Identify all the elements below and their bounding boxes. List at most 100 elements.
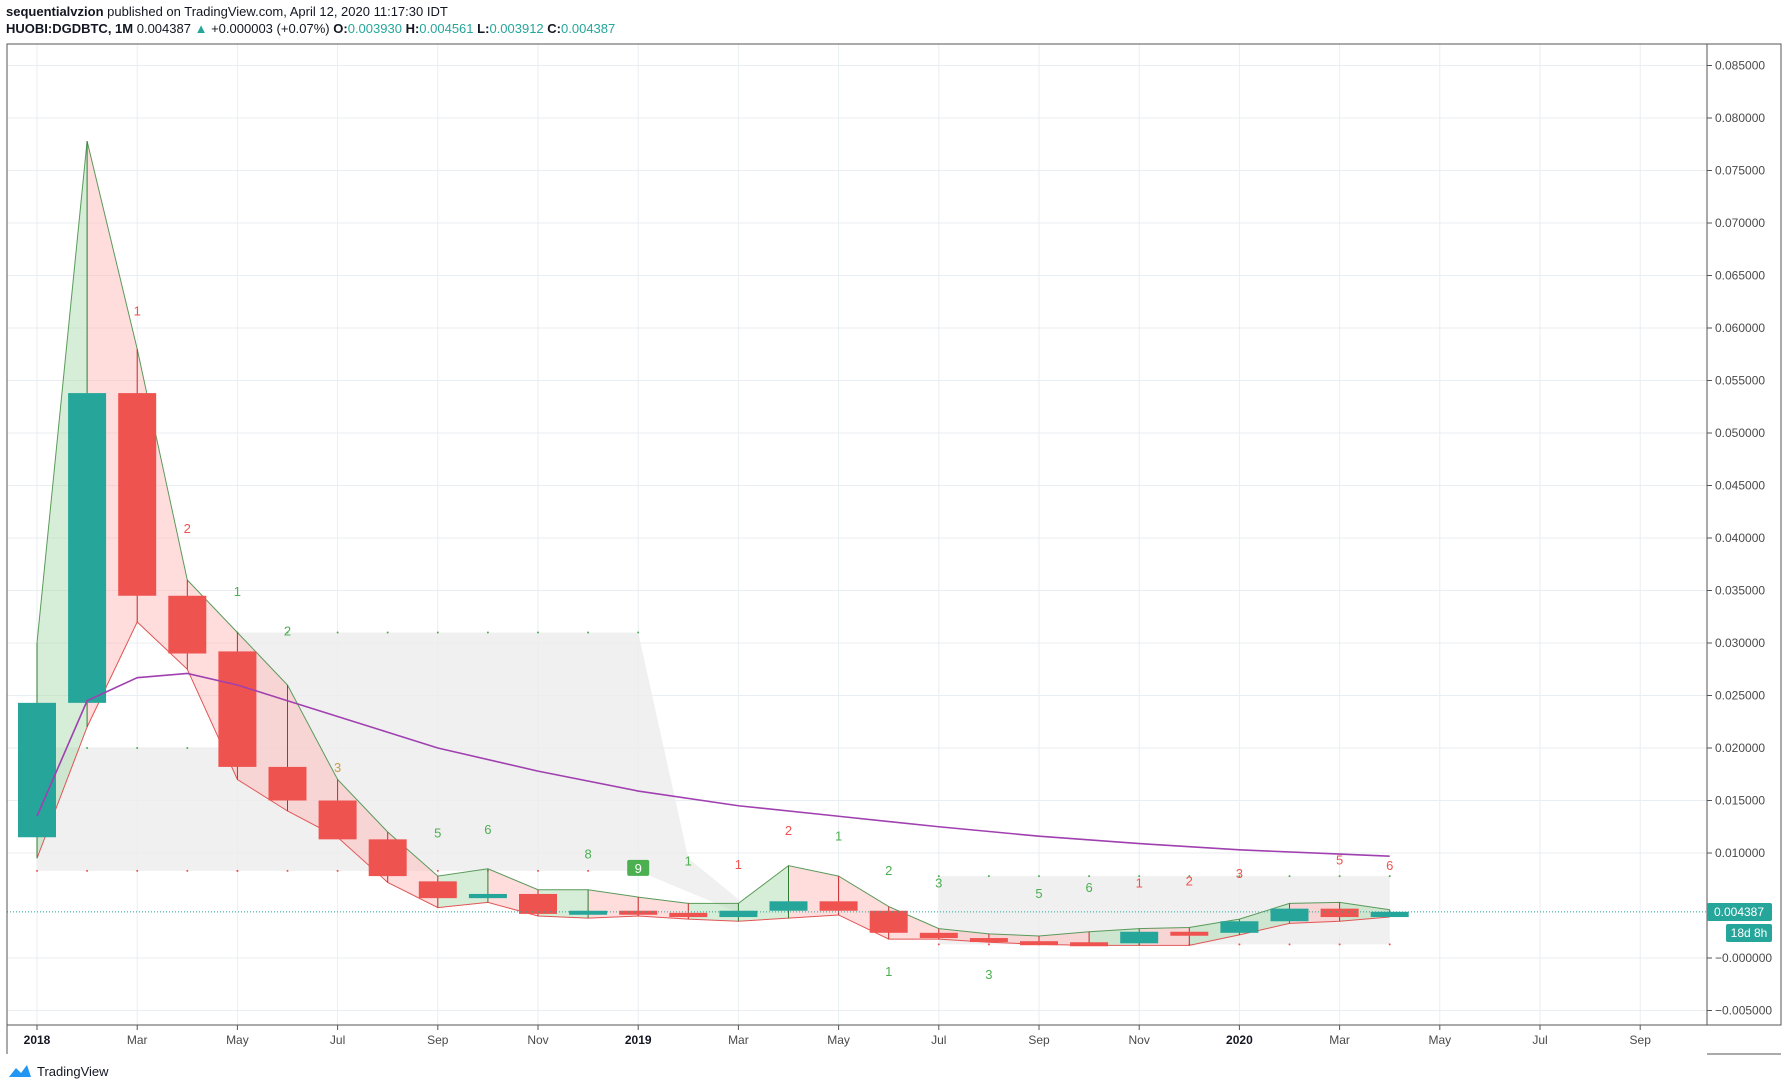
count-label: 2 <box>785 823 792 838</box>
x-tick-label: May <box>226 1033 249 1047</box>
candle-body <box>68 393 107 703</box>
count-label: 3 <box>985 967 992 982</box>
y-tick-label: 0.025000 <box>1715 689 1765 703</box>
count-label: 1 <box>134 303 141 318</box>
candle-body <box>519 893 557 914</box>
countdown-tag-text: 18d 8h <box>1731 926 1768 940</box>
candle-body <box>468 893 507 899</box>
last-price-tag-text: 0.004387 <box>1714 905 1764 919</box>
count-label: 2 <box>1186 874 1193 889</box>
range-dot <box>537 869 539 872</box>
high-envelope-line <box>36 140 1390 937</box>
symbol-label[interactable]: HUOBI:DGDBTC, 1M <box>6 21 134 36</box>
x-tick-label: 2019 <box>625 1033 652 1047</box>
range-dot <box>1288 943 1291 946</box>
range-dot <box>486 631 489 634</box>
candle-body <box>1170 931 1209 936</box>
moving-average <box>7 672 1707 913</box>
close-label: C: <box>547 21 562 36</box>
range-dot <box>1088 875 1091 878</box>
range-box-tail <box>638 632 739 913</box>
candle-body <box>1370 911 1409 918</box>
range-dot <box>987 943 990 946</box>
candle-body <box>1020 941 1058 946</box>
price-axis[interactable]: 0.085000 0.080000 0.075000 0.070000 0.065000… <box>1707 59 1772 1018</box>
candle-body <box>268 766 307 801</box>
y-tick-label: 0.045000 <box>1715 479 1765 493</box>
candle-body <box>118 393 157 596</box>
candle-body <box>1070 942 1109 947</box>
chart-header: sequentialvzion published on TradingView… <box>6 3 615 37</box>
count-label: 2 <box>184 521 191 536</box>
count-label: 2 <box>885 863 892 878</box>
range-dot <box>436 869 439 872</box>
range-dot <box>1288 875 1291 878</box>
chart-frame <box>6 43 1782 1055</box>
count-label: 1 <box>234 584 241 599</box>
candle-body <box>619 910 658 915</box>
x-tick-label: Sep <box>427 1033 449 1047</box>
range-dot <box>1038 875 1040 878</box>
high-label: H: <box>405 21 420 36</box>
range-dot <box>537 631 539 634</box>
y-tick-label: 0.010000 <box>1715 846 1765 860</box>
x-tick-label: Nov <box>1129 1033 1150 1047</box>
last-price-tag: 0.004387 18d 8h <box>1707 903 1772 942</box>
count-label: 3 <box>1236 866 1243 881</box>
count-badge <box>627 859 650 876</box>
count-label: 8 <box>584 846 591 861</box>
y-tick-label: 0.060000 <box>1715 321 1765 335</box>
candle-body <box>418 881 457 899</box>
count-label: 1 <box>685 854 692 869</box>
range-dot <box>1338 875 1341 878</box>
range-dot <box>937 943 940 946</box>
candle-body <box>1220 921 1259 933</box>
count-label: 5 <box>1035 886 1042 901</box>
y-tick-label: 0.050000 <box>1715 426 1765 440</box>
count-label: 1 <box>1136 876 1143 891</box>
range-dot <box>86 869 89 872</box>
count-label: 5 <box>1336 853 1343 868</box>
range-boxes <box>36 631 1391 946</box>
candle-body <box>719 910 758 918</box>
x-tick-label: 2018 <box>24 1033 51 1047</box>
x-tick-label: 2020 <box>1226 1033 1253 1047</box>
high-value: 0.004561 <box>419 21 474 36</box>
range-box <box>37 748 238 871</box>
range-dot <box>587 631 590 634</box>
x-tick-label: Nov <box>527 1033 548 1047</box>
candle-body <box>569 910 608 915</box>
count-label: 3 <box>334 760 341 775</box>
plot-border <box>6 43 1708 1026</box>
x-tick-label: Mar <box>728 1033 749 1047</box>
author-name[interactable]: sequentialvzion <box>6 4 104 19</box>
y-tick-label: 0.055000 <box>1715 374 1765 388</box>
range-dot <box>336 869 339 872</box>
countdown-tag-bg <box>1726 924 1772 942</box>
tradingview-footer[interactable]: TradingView <box>7 1063 109 1079</box>
count-label: 1 <box>735 857 742 872</box>
candle-body <box>318 800 357 840</box>
x-tick-label: Jul <box>931 1033 946 1047</box>
time-axis[interactable]: 2018 Mar May Jul Sep Nov 2019 Mar May Jul Sep Nov 20… <box>24 1025 1652 1047</box>
x-tick-label: Jul <box>1532 1033 1547 1047</box>
range-dot <box>386 631 389 634</box>
candle-body <box>1120 931 1159 944</box>
range-dot <box>336 631 339 634</box>
range-dot <box>36 869 38 872</box>
y-tick-label: 0.030000 <box>1715 636 1765 650</box>
y-tick-label: 0.080000 <box>1715 111 1765 125</box>
candle-body <box>1320 908 1359 918</box>
candle-body <box>969 938 1008 943</box>
publisher-line: sequentialvzion published on TradingView… <box>6 3 615 20</box>
y-tick-label: 0.020000 <box>1715 741 1765 755</box>
x-tick-label: Mar <box>127 1033 148 1047</box>
candle-body <box>919 932 958 939</box>
candle-body <box>819 901 858 911</box>
candle-body <box>869 910 908 933</box>
range-dot <box>1238 943 1241 946</box>
range-dot <box>86 747 89 749</box>
y-tick-label: 0.075000 <box>1715 164 1765 178</box>
range-dot <box>186 869 189 872</box>
